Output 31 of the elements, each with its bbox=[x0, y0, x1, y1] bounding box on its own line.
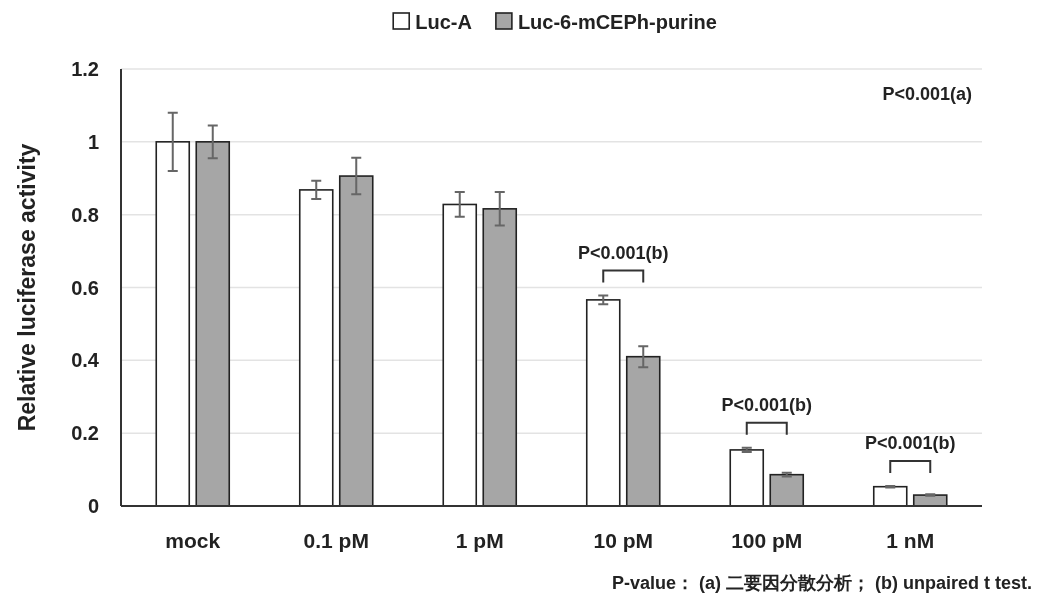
bar bbox=[729, 449, 765, 507]
bar bbox=[585, 299, 621, 507]
annotation: P<0.001(a) bbox=[882, 84, 972, 104]
x-tick-label: 1 nM bbox=[886, 529, 935, 552]
annotation: P<0.001(b) bbox=[864, 432, 956, 453]
bar bbox=[338, 175, 374, 507]
x-tick-label: 100 pM bbox=[731, 529, 803, 552]
bar bbox=[195, 141, 231, 507]
text: P-value： (a) 二要因分散分析； (b) unpaired t test. bbox=[611, 573, 1032, 593]
annotation: P<0.001(b) bbox=[721, 394, 813, 415]
x-tick-label: mock bbox=[165, 529, 221, 552]
legend-label: Luc-A bbox=[415, 11, 472, 33]
x-tick-label: 0.1 pM bbox=[303, 529, 369, 552]
bar bbox=[298, 189, 334, 507]
y-tick-label: 0.6 bbox=[71, 276, 99, 299]
y-tick-label: 1.2 bbox=[71, 58, 99, 80]
bar bbox=[442, 203, 478, 507]
x-tick-label: 10 pM bbox=[593, 529, 654, 552]
annotation: P<0.001(b) bbox=[577, 242, 669, 263]
y-tick-label: 0.2 bbox=[71, 422, 99, 445]
y-tick-label: 0.4 bbox=[71, 349, 100, 372]
y-axis-title: Relative luciferase activity bbox=[14, 143, 40, 432]
bar bbox=[482, 208, 518, 507]
bar bbox=[625, 355, 661, 507]
y-tick-label: 0 bbox=[87, 495, 99, 517]
legend-label: Luc-6-mCEPh-purine bbox=[517, 11, 717, 33]
x-tick-label: 1 pM bbox=[455, 529, 504, 552]
y-tick-label: 1 bbox=[87, 130, 99, 153]
bar bbox=[155, 141, 191, 507]
bar bbox=[769, 473, 805, 507]
y-tick-label: 0.8 bbox=[71, 203, 99, 226]
